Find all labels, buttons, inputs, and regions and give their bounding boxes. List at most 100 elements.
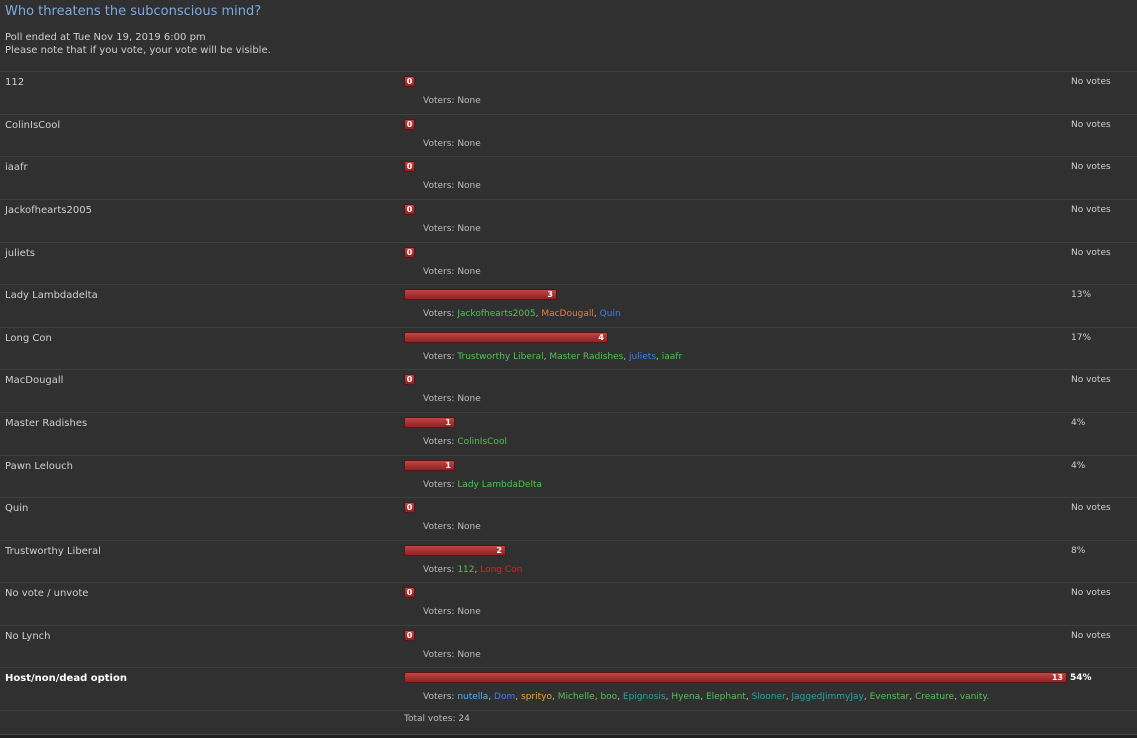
vote-bar: 13 <box>404 672 1067 683</box>
total-votes: Total votes: 24 <box>404 714 470 724</box>
voters-prefix: Voters: <box>423 309 458 319</box>
voters-prefix: Voters: <box>423 96 458 106</box>
voter-link[interactable]: sprityo <box>521 692 552 702</box>
option-label: Pawn Lelouch <box>5 461 74 472</box>
vote-bar: 1 <box>404 417 455 428</box>
voters-line: Voters: Jackofhearts2005, MacDougall, Qu… <box>423 309 621 319</box>
vote-bar: 0 <box>404 76 415 87</box>
poll-option-row: No vote / unvote 0 No votes Voters: None <box>0 582 1137 625</box>
voter-link[interactable]: Evenstar <box>869 692 910 702</box>
voter-link[interactable]: Hyena <box>671 692 701 702</box>
voter-link[interactable]: Creature <box>914 692 955 702</box>
poll-option-row: Trustworthy Liberal 2 8% Voters: 112, Long … <box>0 540 1137 582</box>
voters-prefix: Voters: <box>423 522 458 532</box>
voters-prefix: Voters: <box>423 181 458 191</box>
vote-percentage: No votes <box>1071 631 1111 641</box>
vote-percentage: No votes <box>1071 503 1111 513</box>
voter-link[interactable]: Long Con <box>480 565 523 575</box>
voter-separator: , <box>745 692 752 702</box>
divider <box>0 734 1137 738</box>
voter-link[interactable]: MacDougall <box>541 309 594 319</box>
poll-meta: Poll ended at Tue Nov 19, 2019 6:00 pm P… <box>5 31 271 57</box>
voter-link[interactable]: Quin <box>599 309 621 319</box>
vote-bar: 0 <box>404 374 415 385</box>
poll-option-row: Pawn Lelouch 1 4% Voters: Lady LambdaDelta <box>0 455 1137 497</box>
option-label: Trustworthy Liberal <box>5 546 101 557</box>
voter-link[interactable]: Slooner <box>751 692 786 702</box>
voters-line: Voters: None <box>423 224 481 234</box>
voter-link[interactable]: Elephant <box>705 692 746 702</box>
voter-link[interactable]: Trustworthy Liberal <box>457 352 544 362</box>
voter-link[interactable]: iaafr <box>661 352 683 362</box>
voter-link[interactable]: Michelle <box>557 692 595 702</box>
voters-none: None <box>457 96 481 106</box>
voter-separator: , <box>617 692 623 702</box>
vote-percentage: No votes <box>1071 375 1111 385</box>
voters-none: None <box>457 650 481 660</box>
vote-bar: 3 <box>404 289 557 300</box>
voters-line: Voters: None <box>423 96 481 106</box>
voters-none: None <box>457 607 481 617</box>
voter-separator: , <box>543 352 550 362</box>
option-label: Long Con <box>5 333 52 344</box>
voters-line: Voters: Lady LambdaDelta <box>423 480 542 490</box>
voters-none: None <box>457 224 481 234</box>
option-label: Host/non/dead option <box>5 673 127 684</box>
voter-link[interactable]: Master Radishes <box>549 352 624 362</box>
vote-percentage: 4% <box>1071 418 1086 428</box>
vote-percentage: No votes <box>1071 205 1111 215</box>
voters-prefix: Voters: <box>423 480 458 490</box>
option-label: Jackofhearts2005 <box>5 205 92 216</box>
voter-link[interactable]: 112 <box>457 565 475 575</box>
voters-line: Voters: None <box>423 181 481 191</box>
poll-option-row: MacDougall 0 No votes Voters: None <box>0 369 1137 412</box>
voter-link[interactable]: Lady LambdaDelta <box>457 480 542 490</box>
voter-separator: , <box>515 692 521 702</box>
vote-bar: 0 <box>404 630 415 641</box>
voter-separator: , <box>863 692 870 702</box>
poll-title: Who threatens the subconscious mind? <box>5 4 262 19</box>
option-label: No vote / unvote <box>5 588 89 599</box>
poll-option-row: Master Radishes 1 4% Voters: ColinIsCool <box>0 412 1137 455</box>
vote-bar: 4 <box>404 332 608 343</box>
voters-line: Voters: Trustworthy Liberal, Master Radi… <box>423 352 682 362</box>
poll-option-row: ColinIsCool 0 No votes Voters: None <box>0 114 1137 156</box>
voter-separator: , <box>656 352 662 362</box>
voter-separator: , <box>623 352 630 362</box>
voters-none: None <box>457 394 481 404</box>
vote-bar: 0 <box>404 161 415 172</box>
voters-prefix: Voters: <box>423 352 458 362</box>
voter-separator: , <box>488 692 495 702</box>
voters-line: Voters: 112, Long Con <box>423 565 522 575</box>
poll-option-row: Host/non/dead option 13 54% Voters: nutella… <box>0 667 1137 710</box>
voter-link[interactable]: Jackofhearts2005 <box>457 309 536 319</box>
vote-percentage: 54% <box>1070 673 1092 683</box>
vote-bar: 1 <box>404 460 455 471</box>
voters-none: None <box>457 139 481 149</box>
vote-percentage: No votes <box>1071 248 1111 258</box>
voter-link[interactable]: vanity. <box>959 692 990 702</box>
voter-link[interactable]: Epignosis <box>622 692 666 702</box>
voters-prefix: Voters: <box>423 692 458 702</box>
vote-bar: 0 <box>404 119 415 130</box>
voters-prefix: Voters: <box>423 565 458 575</box>
voter-link[interactable]: Dom <box>494 692 516 702</box>
voters-prefix: Voters: <box>423 267 458 277</box>
voter-link[interactable]: JaggedJimmyJay <box>791 692 864 702</box>
vote-percentage: No votes <box>1071 120 1111 130</box>
voter-link[interactable]: nutella <box>457 692 489 702</box>
voters-prefix: Voters: <box>423 650 458 660</box>
divider <box>0 710 1137 711</box>
option-label: MacDougall <box>5 375 64 386</box>
voter-link[interactable]: juliets <box>629 352 657 362</box>
voter-separator: , <box>535 309 542 319</box>
option-label: juliets <box>5 248 35 259</box>
voter-link[interactable]: ColinIsCool <box>457 437 507 447</box>
voter-link[interactable]: boo <box>600 692 618 702</box>
vote-bar: 0 <box>404 204 415 215</box>
poll-option-row: Jackofhearts2005 0 No votes Voters: None <box>0 199 1137 242</box>
voters-prefix: Voters: <box>423 394 458 404</box>
option-label: 112 <box>5 77 25 88</box>
voters-line: Voters: None <box>423 650 481 660</box>
